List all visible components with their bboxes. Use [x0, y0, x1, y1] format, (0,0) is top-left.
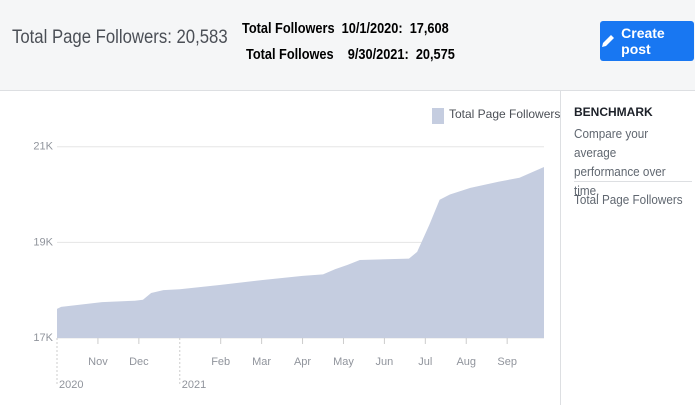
x-tick-label: Dec — [129, 356, 149, 368]
summary: Total Page Followers: 20,583 — [12, 27, 228, 48]
pencil-icon — [602, 35, 614, 47]
sidebar-text: Compare your average performance over ti… — [574, 126, 666, 198]
create-post-button[interactable]: Create post — [600, 21, 694, 61]
separator — [574, 181, 692, 182]
x-tick-label: Feb — [211, 356, 230, 368]
total-line: Total Followes 9/30/2021: 20,575 — [246, 46, 455, 63]
chart: 17K 19K 21K Nov Dec Feb Mar Apr May Jun Jul Aug Sep 2… — [33, 107, 560, 391]
area — [57, 167, 544, 338]
header: Total Page Followers: 20,583 Total Follo… — [0, 0, 695, 91]
y-tick-label: 19K — [33, 236, 53, 248]
x-tick-label: Jul — [418, 356, 432, 368]
x-tick-label: Jun — [376, 356, 394, 368]
x-tick-label: Sep — [497, 356, 517, 368]
legend-label: Total Page Followers — [449, 107, 560, 121]
y-tick-label: 17K — [33, 332, 53, 344]
x-tick-label: Mar — [252, 356, 271, 368]
y-tick-label: 21K — [33, 141, 53, 153]
sidebar-item[interactable]: Total Page Followers — [574, 192, 683, 207]
button-label: Create post — [621, 25, 665, 57]
total-line: Total Followers 10/1/2020: 17,608 — [242, 20, 449, 37]
x-tick-label: Aug — [456, 356, 476, 368]
x-tick-label: Apr — [294, 356, 311, 368]
x-tick-label: Nov — [88, 356, 108, 368]
year-label: 2021 — [182, 379, 206, 391]
sidebar: BENCHMARK Compare your average performan… — [560, 91, 695, 405]
year-label: 2020 — [59, 379, 83, 391]
sidebar-heading: BENCHMARK — [574, 105, 653, 119]
x-tick-label: May — [333, 356, 354, 368]
legend-swatch — [432, 108, 444, 124]
